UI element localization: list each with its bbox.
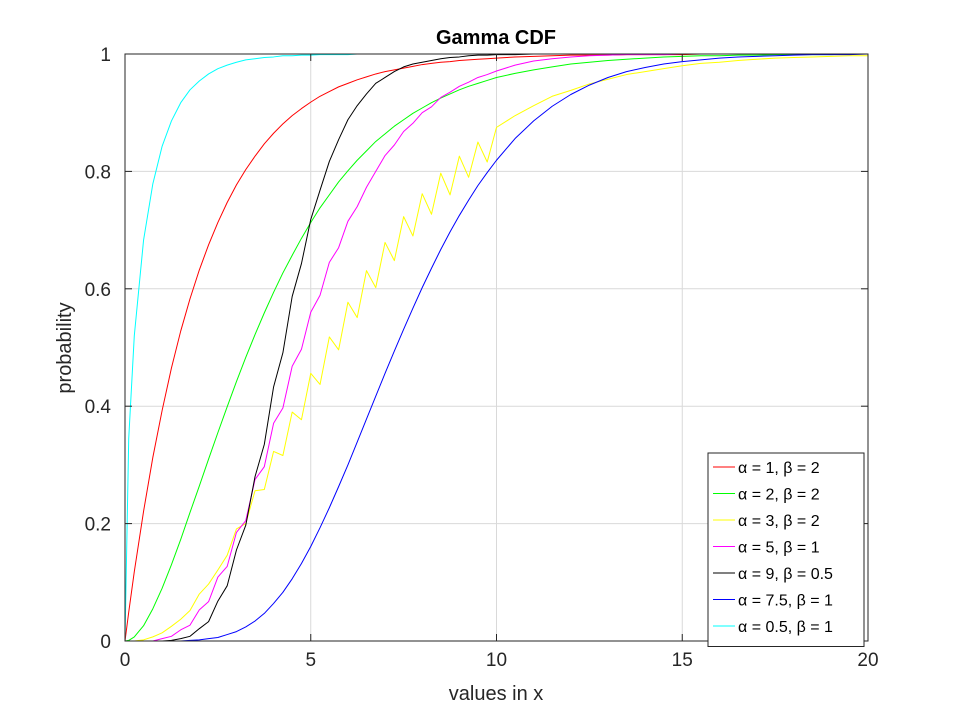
legend-entry: α = 7.5, β = 1 xyxy=(713,593,833,610)
chart-title: Gamma CDF xyxy=(436,27,556,49)
x-axis-label: values in x xyxy=(449,683,544,705)
legend-entry: α = 2, β = 2 xyxy=(713,487,820,504)
legend-label: α = 3, β = 2 xyxy=(738,513,820,530)
legend-label: α = 9, β = 0.5 xyxy=(738,566,833,583)
legend-entry: α = 9, β = 0.5 xyxy=(713,566,833,583)
axis-ticks: 0 5 10 15 20 0 0.2 0.4 0.6 0.8 1 xyxy=(85,45,879,671)
legend-entry: α = 5, β = 1 xyxy=(713,540,820,557)
legend-label: α = 5, β = 1 xyxy=(738,540,820,557)
x-tick-label: 15 xyxy=(672,650,693,671)
x-tick-label: 10 xyxy=(486,650,507,671)
x-tick-label: 0 xyxy=(120,650,131,671)
legend-entry: α = 0.5, β = 1 xyxy=(713,619,833,636)
y-tick-label: 0.2 xyxy=(85,515,111,536)
y-tick-label: 0.8 xyxy=(85,162,111,183)
y-axis-label: probability xyxy=(54,302,76,393)
legend-entry: α = 3, β = 2 xyxy=(713,513,820,530)
y-tick-label: 0.6 xyxy=(85,280,111,301)
legend: α = 1, β = 2 α = 2, β = 2 α = 3, β = 2 α = … xyxy=(707,452,865,647)
y-tick-label: 0 xyxy=(100,632,111,653)
legend-label: α = 2, β = 2 xyxy=(738,487,820,504)
legend-label: α = 7.5, β = 1 xyxy=(738,593,833,610)
x-tick-label: 20 xyxy=(857,650,878,671)
series-line-6 xyxy=(125,53,869,642)
series-line-2 xyxy=(124,53,868,642)
legend-label: α = 1, β = 2 xyxy=(738,460,820,477)
x-tick-label: 5 xyxy=(305,650,316,671)
legend-box xyxy=(707,452,865,647)
series-line-3 xyxy=(125,55,868,642)
legend-label: α = 0.5, β = 1 xyxy=(738,619,833,636)
y-tick-label: 1 xyxy=(100,45,111,66)
y-tick-label: 0.4 xyxy=(85,397,112,418)
legend-entry: α = 1, β = 2 xyxy=(713,460,820,477)
